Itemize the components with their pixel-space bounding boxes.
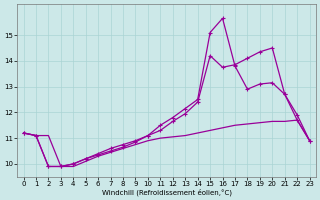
X-axis label: Windchill (Refroidissement éolien,°C): Windchill (Refroidissement éolien,°C)	[101, 188, 232, 196]
